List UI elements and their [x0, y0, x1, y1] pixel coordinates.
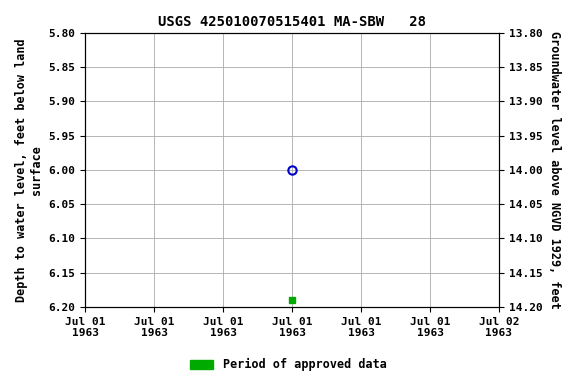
Title: USGS 425010070515401 MA-SBW   28: USGS 425010070515401 MA-SBW 28: [158, 15, 426, 29]
Y-axis label: Depth to water level, feet below land
surface: Depth to water level, feet below land su…: [15, 38, 43, 302]
Y-axis label: Groundwater level above NGVD 1929, feet: Groundwater level above NGVD 1929, feet: [548, 31, 561, 309]
Legend: Period of approved data: Period of approved data: [185, 354, 391, 376]
